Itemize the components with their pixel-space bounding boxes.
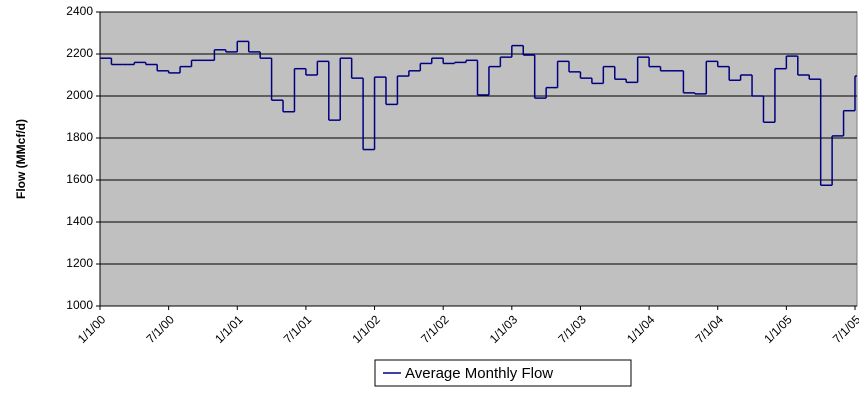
y-axis-label: Flow (MMcf/d) <box>14 119 28 199</box>
legend-label: Average Monthly Flow <box>405 365 553 382</box>
y-tick-label: 1400 <box>66 214 93 228</box>
y-tick-label: 2400 <box>66 4 93 18</box>
x-tick-label: 7/1/01 <box>281 312 315 346</box>
x-tick-label: 7/1/03 <box>555 312 589 346</box>
y-tick-label: 1800 <box>66 130 93 144</box>
y-tick-label: 2000 <box>66 88 93 102</box>
y-tick-label: 1200 <box>66 256 93 270</box>
y-tick-label: 1000 <box>66 298 93 312</box>
x-tick-label: 1/1/02 <box>349 312 383 346</box>
y-tick-label: 2200 <box>66 46 93 60</box>
plot-area <box>99 11 858 307</box>
x-tick-label: 7/1/00 <box>144 312 178 346</box>
x-tick-label: 1/1/00 <box>75 312 109 346</box>
x-tick-label: 7/1/05 <box>830 312 859 346</box>
x-tick-label: 7/1/04 <box>693 312 727 346</box>
y-tick-label: 1600 <box>66 172 93 186</box>
x-tick-label: 1/1/03 <box>487 312 521 346</box>
x-tick-label: 1/1/01 <box>212 312 246 346</box>
x-tick-label: 1/1/04 <box>624 312 658 346</box>
x-tick-label: 7/1/02 <box>418 312 452 346</box>
legend-box <box>374 359 632 387</box>
x-tick-label: 1/1/05 <box>761 312 795 346</box>
